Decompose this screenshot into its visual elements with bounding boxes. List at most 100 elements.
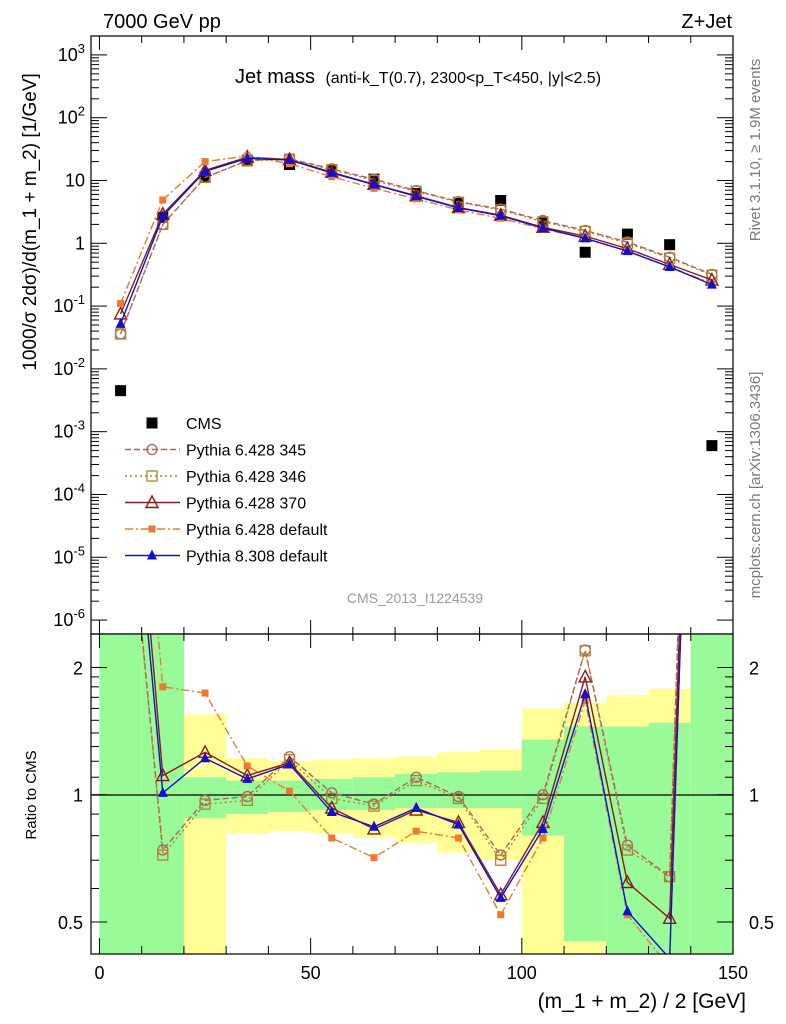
ratio-series-pythia-8-308-default bbox=[147, 634, 682, 954]
main-point-pythia-8-308-default bbox=[580, 232, 591, 243]
main-point-pythia-8-308-default bbox=[115, 317, 126, 328]
ratio-point-pythia-6-428-345 bbox=[579, 644, 591, 656]
ratio-point-pythia-6-428-default bbox=[666, 964, 673, 971]
legend-label: CMS bbox=[186, 416, 222, 433]
x-axis-label: (m_1 + m_2) / 2 [GeV] bbox=[538, 990, 746, 1013]
main-point-pythia-8-308-default bbox=[157, 210, 168, 221]
x-tick-label: 50 bbox=[301, 963, 321, 983]
ratio-point-pythia-8-308-default bbox=[242, 772, 253, 783]
ratio-plot-frame bbox=[90, 633, 734, 955]
ratio-point-pythia-6-428-default bbox=[454, 834, 462, 842]
main-plot-frame bbox=[90, 35, 734, 635]
ratio-series-group bbox=[117, 208, 682, 971]
ratio-point-pythia-6-428-346 bbox=[663, 871, 676, 883]
main-point-pythia-8-308-default bbox=[495, 209, 506, 220]
plot-title: Jet mass (anti-k_T(0.7), 2300<p_T<450, |… bbox=[235, 66, 601, 88]
legend-label: Pythia 6.428 default bbox=[186, 522, 328, 539]
main-y-tick-label: 10-5 bbox=[53, 543, 85, 567]
main-point-cms bbox=[579, 246, 591, 258]
ratio-panel: 0.5 0.5 1 1 2 2 0 50 100 150 Ratio to CMS (m_1 + … bbox=[23, 208, 774, 1013]
main-y-tick-label: 10 bbox=[65, 170, 85, 190]
ratio-y-tick-label-right: 1 bbox=[749, 786, 759, 806]
main-point-pythia-6-428-default bbox=[201, 158, 209, 166]
legend-label: Pythia 6.428 346 bbox=[186, 469, 306, 486]
main-point-pythia-8-308-default bbox=[622, 245, 633, 256]
ratio-point-pythia-6-428-default bbox=[286, 787, 294, 795]
inner-uncertainty-band bbox=[564, 726, 607, 942]
main-point-pythia-8-308-default bbox=[326, 166, 337, 177]
legend-entry-pythia-8-308-default: Pythia 8.308 default bbox=[125, 549, 328, 566]
legend-entry-cms: CMS bbox=[146, 416, 222, 433]
ratio-point-pythia-6-428-default bbox=[412, 827, 420, 835]
main-series-pythia-6-428-346 bbox=[114, 153, 718, 340]
ratio-point-pythia-8-308-default bbox=[495, 891, 506, 902]
x-tick-label: 0 bbox=[94, 963, 104, 983]
ratio-point-pythia-6-428-346 bbox=[241, 794, 253, 806]
legend-marker bbox=[146, 443, 158, 456]
ratio-point-pythia-8-308-default bbox=[537, 822, 548, 833]
ratio-y-tick-label: 1 bbox=[73, 786, 83, 806]
main-point-pythia-8-308-default bbox=[200, 165, 211, 176]
ratio-y-tick-label: 2 bbox=[73, 658, 83, 678]
main-point-cms bbox=[621, 228, 633, 240]
ratio-point-pythia-6-428-default bbox=[370, 854, 378, 862]
main-point-pythia-8-308-default bbox=[453, 201, 464, 212]
ratio-line-pythia-6-428-345 bbox=[141, 634, 679, 879]
inner-uncertainty-band bbox=[183, 777, 227, 819]
x-tick-label: 150 bbox=[718, 963, 748, 983]
main-point-cms bbox=[495, 195, 507, 207]
ratio-point-pythia-6-428-370 bbox=[620, 874, 635, 889]
ratio-point-pythia-6-428-default bbox=[581, 697, 589, 705]
rivet-label: Rivet 3.1.10, ≥ 1.9M events bbox=[747, 59, 764, 242]
main-point-pythia-8-308-default bbox=[664, 260, 675, 271]
ratio-point-pythia-6-428-346 bbox=[157, 849, 169, 861]
ratio-point-pythia-6-428-default bbox=[243, 762, 251, 770]
ratio-point-pythia-6-428-default bbox=[159, 683, 167, 691]
ratio-point-pythia-6-428-346 bbox=[495, 854, 507, 866]
ratio-point-pythia-8-308-default bbox=[284, 758, 295, 769]
ratio-point-pythia-6-428-default bbox=[117, 208, 124, 215]
inner-uncertainty-band bbox=[479, 770, 522, 809]
main-point-cms bbox=[664, 239, 676, 251]
ratio-point-pythia-6-428-346 bbox=[326, 792, 338, 805]
legend-label: Pythia 6.428 370 bbox=[186, 496, 306, 513]
main-point-pythia-8-308-default bbox=[411, 190, 422, 201]
legend-marker bbox=[144, 494, 160, 509]
ratio-point-pythia-6-428-370 bbox=[662, 910, 677, 925]
ratio-line-pythia-6-428-346 bbox=[140, 634, 679, 878]
main-point-pythia-6-428-370 bbox=[197, 162, 213, 177]
ratio-y-tick-label-right: 2 bbox=[749, 658, 759, 678]
main-y-tick-label: 10-4 bbox=[53, 480, 85, 504]
main-series-pythia-8-308-default bbox=[115, 152, 717, 328]
inner-uncertainty-band bbox=[690, 634, 733, 954]
ratio-point-pythia-6-428-346 bbox=[537, 792, 549, 805]
ratio-y-tick-label-right: 0.5 bbox=[749, 913, 774, 933]
main-y-axis-label: 1000/σ 2dσ)/d(m_1 + m_2) [1/GeV] bbox=[20, 73, 41, 371]
ratio-point-pythia-6-428-346 bbox=[452, 792, 465, 805]
main-point-pythia-8-308-default bbox=[368, 178, 379, 189]
legend-marker bbox=[146, 470, 158, 482]
mcplots-label: mcplots.cern.ch [arXiv:1306.3436] bbox=[747, 372, 764, 599]
uncertainty-bands bbox=[99, 634, 733, 954]
main-y-tick-label: 10-1 bbox=[53, 292, 85, 316]
ratio-line-pythia-6-428-default bbox=[157, 634, 682, 954]
main-point-pythia-8-308-default bbox=[537, 222, 548, 233]
inner-uncertainty-band bbox=[352, 777, 396, 811]
ratio-point-pythia-8-308-default bbox=[453, 818, 464, 829]
ratio-point-pythia-6-428-default bbox=[328, 834, 336, 842]
ratio-y-tick-label: 0.5 bbox=[58, 913, 83, 933]
ratio-point-pythia-8-308-default bbox=[200, 752, 211, 763]
legend-label: Pythia 6.428 345 bbox=[186, 443, 306, 460]
main-panel: 10-6 10-5 10-4 10-3 10-2 10-1 1 10 102 103 Jet ma… bbox=[20, 35, 734, 635]
ratio-point-pythia-8-308-default bbox=[411, 802, 422, 813]
inner-uncertainty-band bbox=[99, 634, 142, 954]
main-line-pythia-6-428-346 bbox=[119, 158, 713, 335]
analysis-watermark: CMS_2013_I1224539 bbox=[347, 590, 483, 606]
legend-marker bbox=[147, 549, 157, 560]
ratio-series-pythia-6-428-346 bbox=[140, 634, 679, 883]
main-y-tick-label: 102 bbox=[58, 104, 85, 128]
inner-uncertainty-band bbox=[648, 722, 691, 954]
ratio-point-pythia-6-428-370 bbox=[155, 767, 170, 782]
legend-marker bbox=[146, 417, 158, 429]
